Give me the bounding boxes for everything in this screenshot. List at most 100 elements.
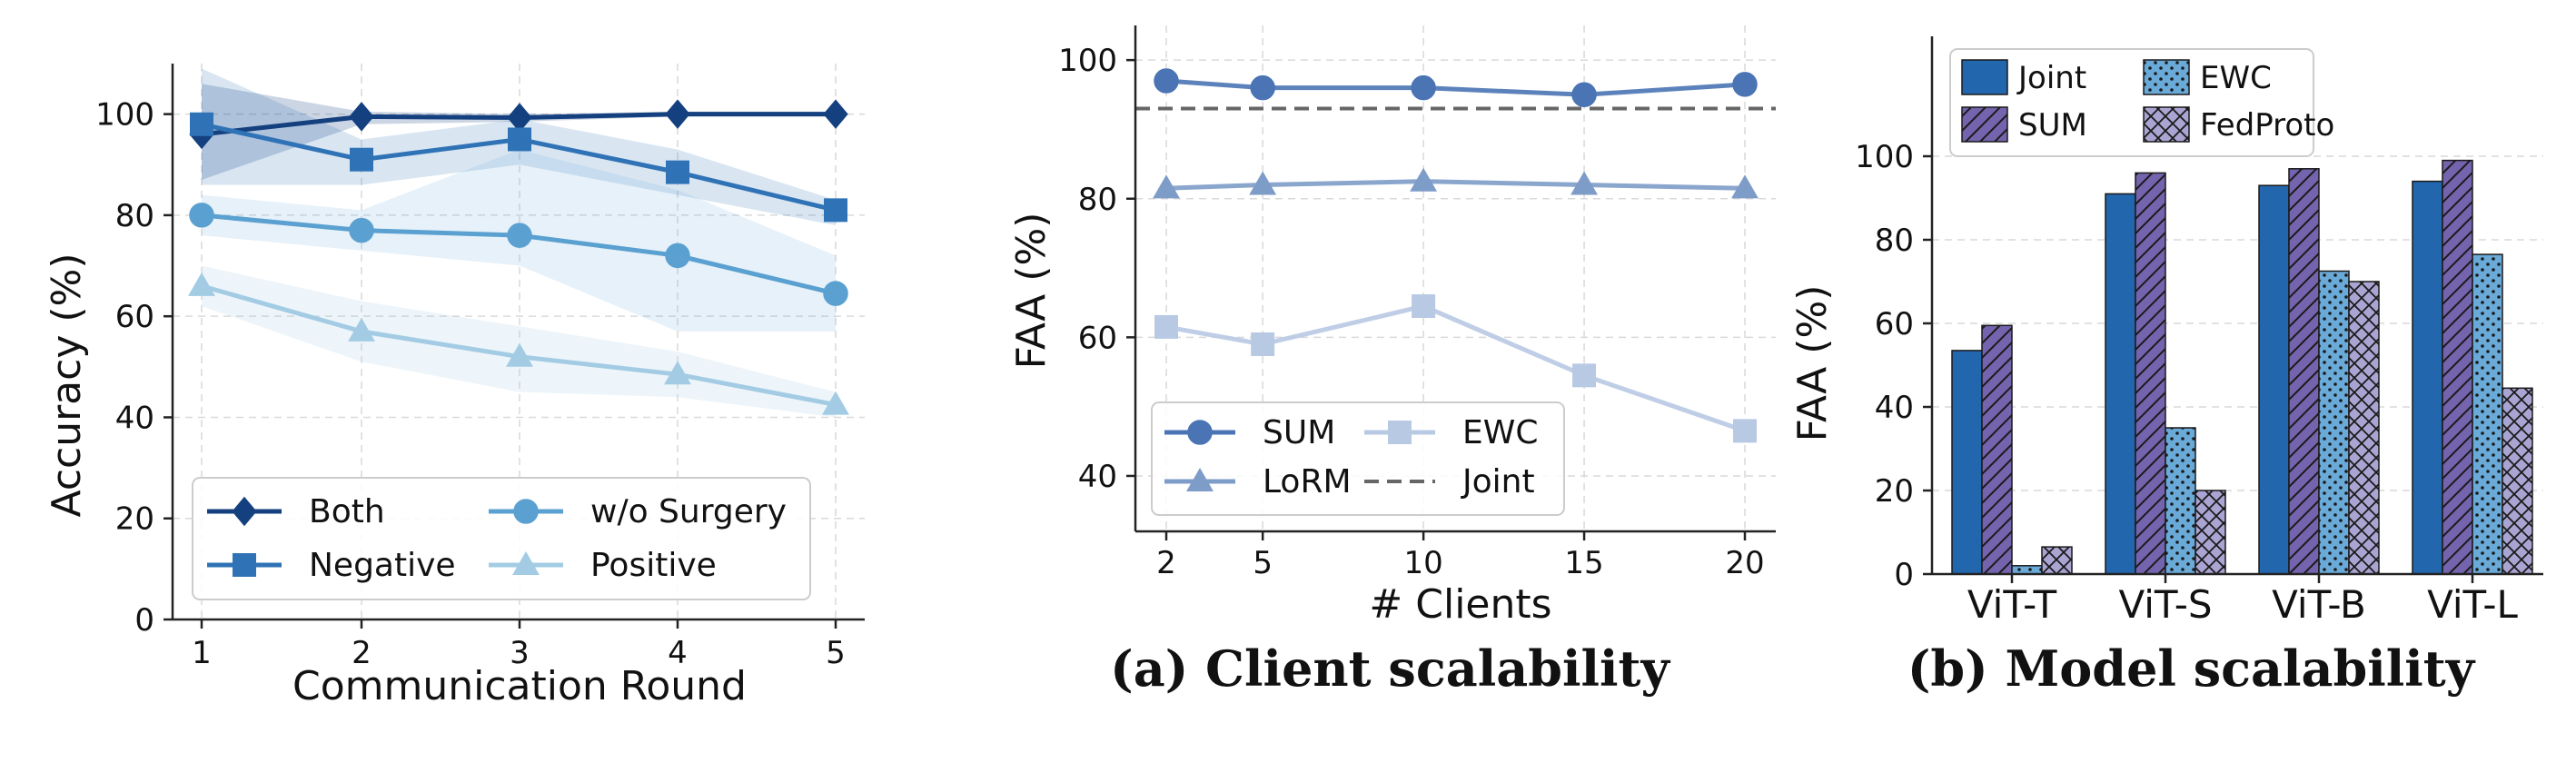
chart-1-point-sum [1411, 74, 1436, 101]
chart-0-point-negative [190, 112, 213, 136]
chart-0-point-positive [348, 317, 375, 342]
chart-2-bar-fedproto-vit-t-pattern [2042, 547, 2072, 574]
chart-0-point-positive [506, 342, 533, 367]
chart-2-bar-sum-vit-t-pattern [1982, 325, 2012, 574]
chart-0-ytick-label: 60 [115, 299, 154, 335]
chart-0-legend-label-both: Both [309, 493, 385, 530]
chart-0-legend-label-positive: Positive [590, 547, 717, 584]
chart-0-ylabel: Accuracy (%) [44, 253, 90, 517]
chart-0-ytick-label: 20 [115, 501, 154, 538]
chart-1-point-sum [1732, 72, 1758, 97]
chart-1-line-lorm [1165, 179, 1746, 191]
chart-2-bar-sum-vit-l-pattern [2442, 160, 2472, 574]
chart-0-point-w-o-surgery [189, 203, 214, 228]
chart-1-point-ewc [1572, 363, 1597, 388]
chart-0-point-both [507, 103, 532, 133]
chart-1-point-lorm [1249, 171, 1277, 195]
chart-1-ytick-label: 40 [1078, 459, 1117, 495]
chart-0-point-positive [664, 361, 691, 385]
chart-2-legend-swatch-pattern-ewc [2144, 60, 2189, 94]
chart-0-xtick-label: 2 [352, 635, 372, 671]
chart-0-point-both [349, 102, 374, 132]
chart-2-caption: (b) Model scalability [1907, 639, 2476, 698]
chart-2-legend-swatch-outline-ewc [2143, 59, 2190, 95]
chart-0-ytick-label: 40 [115, 400, 154, 436]
chart-2-ytick-label: 100 [1855, 139, 1914, 175]
chart-2-ytick-label: 80 [1875, 223, 1914, 259]
chart-2-legend-label-fedproto: FedProto [2200, 107, 2334, 144]
chart-2-bar-sum-vit-s-pattern [2135, 173, 2165, 574]
chart-0-point-w-o-surgery [349, 217, 374, 243]
chart-0-legend-marker-negative [233, 553, 256, 577]
chart-2-ytick-label: 0 [1894, 557, 1914, 593]
chart-1-point-lorm [1410, 167, 1438, 192]
chart-1-xtick-label: 2 [1156, 545, 1176, 581]
chart-2-ytick-label: 60 [1875, 306, 1914, 342]
accuracy-line-chart: Accuracy (%) Communication Round 0 20 40 60… [44, 64, 865, 709]
chart-2-xtick-label: ViT-L [2427, 582, 2518, 627]
chart-0-ytick-label: 0 [134, 602, 154, 639]
chart-2-ytick-label: 20 [1875, 473, 1914, 510]
chart-0-point-positive [188, 272, 215, 296]
chart-2-bar-ewc-vit-s-pattern [2165, 428, 2195, 574]
chart-0-point-positive [822, 391, 849, 415]
chart-1-point-ewc [1412, 294, 1436, 319]
chart-1-xtick-label: 5 [1253, 545, 1273, 581]
chart-0-ytick-label: 80 [115, 198, 154, 234]
chart-2-bar-fedproto-vit-l-pattern [2502, 388, 2532, 574]
chart-1-point-lorm [1153, 174, 1180, 199]
chart-1-legend-label-sum: SUM [1263, 414, 1335, 451]
chart-0-legend-marker-positive [512, 551, 540, 576]
chart-2-bar-joint-vit-t [1952, 350, 1982, 574]
client-scalability-chart: FAA (%) # Clients (a) Client scalability… [1008, 25, 1776, 698]
chart-1-legend-label-joint: Joint [1461, 463, 1535, 500]
chart-1-xtick-label: 10 [1403, 545, 1442, 581]
chart-0-legend-label-negative: Negative [309, 547, 456, 584]
chart-0-point-negative [508, 127, 531, 152]
chart-1-legend: SUM LoRM EWC Joint [1151, 401, 1565, 516]
chart-2-bar-joint-vit-b [2259, 185, 2289, 574]
chart-0-band-both [202, 84, 836, 180]
chart-0-legend-marker-w-o-surgery [513, 499, 539, 524]
chart-1-legend-label-ewc: EWC [1462, 414, 1538, 451]
chart-0-legend-box [192, 477, 811, 600]
chart-2-bar-fedproto-vit-s-pattern [2195, 490, 2225, 574]
chart-1-ytick-label: 100 [1058, 43, 1117, 79]
chart-1-xtick-label: 20 [1725, 545, 1764, 581]
chart-2-legend-swatch-pattern-sum [1962, 107, 2007, 142]
chart-2-legend-swatch-outline-sum [1961, 106, 2008, 143]
chart-1-ytick-label: 80 [1078, 182, 1117, 218]
chart-2-legend-swatch-outline-joint [1961, 59, 2008, 95]
chart-0-point-w-o-surgery [823, 281, 848, 306]
chart-2-bar-ewc-vit-t-pattern [2012, 565, 2042, 574]
chart-0-legend-label-w-o-surgery: w/o Surgery [590, 493, 787, 530]
chart-1-legend-box [1151, 401, 1565, 516]
chart-1-ylabel: FAA (%) [1008, 213, 1055, 370]
chart-0-point-w-o-surgery [665, 243, 690, 269]
chart-0-point-both [665, 99, 690, 129]
chart-2-legend-swatch-pattern-fedproto [2144, 107, 2189, 142]
chart-1-legend-marker-sum [1187, 420, 1213, 445]
chart-2-legend-swatch-joint [1962, 60, 2007, 94]
chart-2-ytick-label: 40 [1875, 390, 1914, 426]
chart-0-legend: Both Negative w/o Surgery Positive [192, 477, 811, 600]
chart-1-xlabel: # Clients [1369, 581, 1551, 628]
chart-2-bar-joint-vit-s [2105, 193, 2135, 574]
chart-0-legend-marker-both [232, 496, 257, 527]
chart-1-legend-marker-lorm [1186, 468, 1214, 492]
chart-2-xtick-label: ViT-B [2272, 582, 2366, 627]
chart-1-point-sum [1571, 82, 1597, 108]
chart-0-xtick-label: 4 [668, 635, 688, 671]
chart-2-legend-label-joint: Joint [2016, 60, 2086, 96]
model-scalability-chart: FAA (%) (b) Model scalability 0 20 40 60 80 1… [1789, 36, 2543, 698]
chart-2-legend-swatch-outline-fedproto [2143, 106, 2190, 143]
chart-2-bar-joint-vit-l [2413, 181, 2442, 574]
chart-1-ytick-label: 60 [1078, 320, 1117, 356]
chart-1-point-lorm [1731, 174, 1759, 199]
chart-0-ytick-label: 100 [95, 97, 154, 134]
chart-0-point-w-o-surgery [507, 223, 532, 248]
chart-2-bar-ewc-vit-b-pattern [2319, 271, 2349, 574]
chart-2-bar-sum-vit-b-pattern [2289, 168, 2319, 575]
chart-0-point-both [823, 99, 848, 129]
